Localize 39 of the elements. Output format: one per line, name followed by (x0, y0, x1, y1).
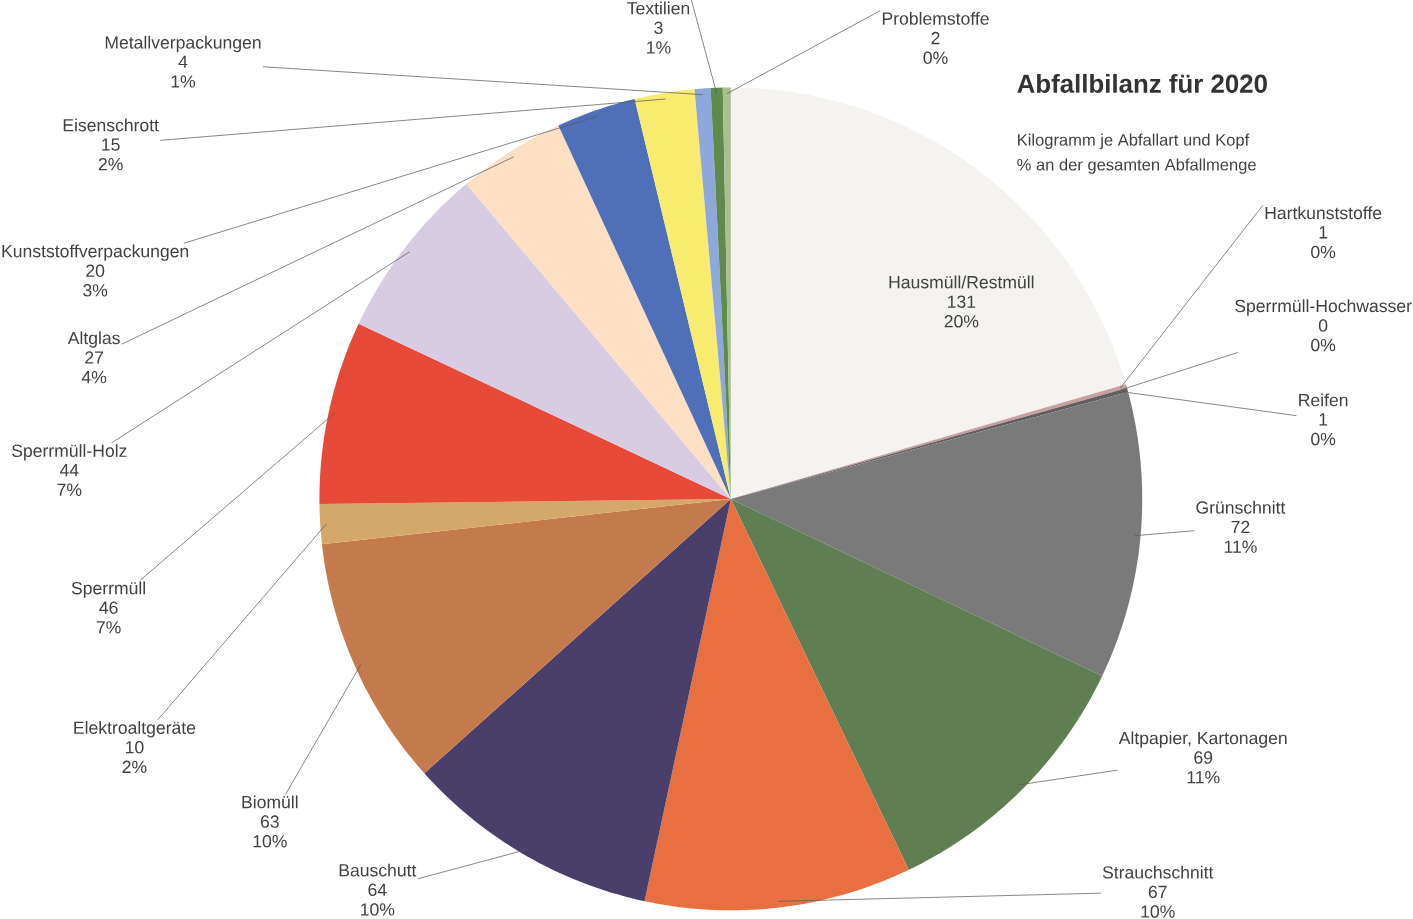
slice-label: Sperrmüll (71, 581, 145, 598)
data-label: 10 2% (122, 741, 147, 774)
data-label: 20 3% (83, 264, 108, 297)
slice-label: Eisenschrott (63, 118, 159, 132)
slice-label: Elektroaltgeräte (74, 721, 196, 738)
slice-label: Altpapier, Kartonagen (1118, 731, 1287, 748)
category-label: Sperrmüll-Hochwasser (1235, 299, 1412, 316)
text: % an der gesamten Abfallmenge (1017, 158, 1256, 174)
text: Kilogramm je Abfallart und Kopf (1018, 133, 1250, 150)
data-label: 69 11% (1187, 751, 1220, 784)
slice-label: Strauchschnitt (1102, 865, 1214, 879)
slice-label: Textilien (627, 1, 690, 15)
slice-label: Biomüll (242, 795, 298, 809)
slice-label: Sperrmüll-Holz (12, 444, 127, 461)
data-label: 2 0% (923, 31, 948, 65)
data-label: 4 1% (171, 55, 196, 88)
slice-label: Altglas (67, 331, 120, 348)
data-label: 72 11% (1224, 520, 1257, 553)
data-label: 44 7% (57, 464, 82, 496)
data-label: 131 20% (944, 295, 979, 328)
slice-label: Grünschnitt (1196, 500, 1286, 514)
slice-label: Kunststoffverpackungen (2, 244, 189, 261)
data-label: 3 1% (647, 21, 671, 54)
data-label: 15 2% (98, 138, 123, 171)
slice-label: Reifen (1299, 393, 1348, 407)
data-label: 1 0% (1311, 226, 1336, 259)
data-label: 1 0% (1311, 413, 1336, 446)
data-label: 67 10% (1141, 885, 1175, 918)
text: 0 0% (1311, 319, 1336, 352)
slice-label: Hartkunststoffe (1265, 206, 1382, 220)
slice-label: Hausmüll/Restmüll (889, 275, 1034, 289)
data-label: 64 10% (361, 883, 395, 916)
slice-label: Problemstoffe (882, 12, 989, 25)
data-label: 63 10% (253, 815, 287, 848)
slice-label: Bauschutt (339, 863, 417, 877)
text: Abfallbilanz für 2020 (1017, 74, 1267, 94)
slice-label: Metallverpackungen (105, 35, 261, 53)
data-label: 27 4% (81, 351, 107, 384)
data-label: 46 7% (96, 601, 121, 634)
